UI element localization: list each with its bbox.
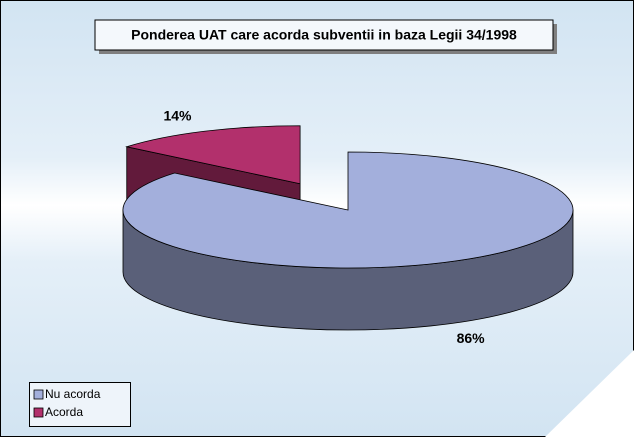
data-label: 14% — [163, 107, 192, 123]
data-label: 86% — [457, 330, 486, 346]
legend-label: Acorda — [45, 405, 83, 419]
chart-title: Ponderea UAT care acorda subventii in ba… — [131, 27, 517, 43]
legend-label: Nu acorda — [45, 387, 101, 401]
slice — [125, 125, 301, 185]
title-box — [94, 19, 554, 51]
corner-cut — [545, 350, 634, 437]
legend-swatch — [33, 389, 44, 400]
slice — [122, 151, 574, 269]
legend-swatch — [33, 407, 44, 418]
pie: 86% 14% — [122, 107, 574, 346]
legend: Nu acorda Acorda — [33, 387, 101, 419]
legend-box — [29, 382, 131, 427]
